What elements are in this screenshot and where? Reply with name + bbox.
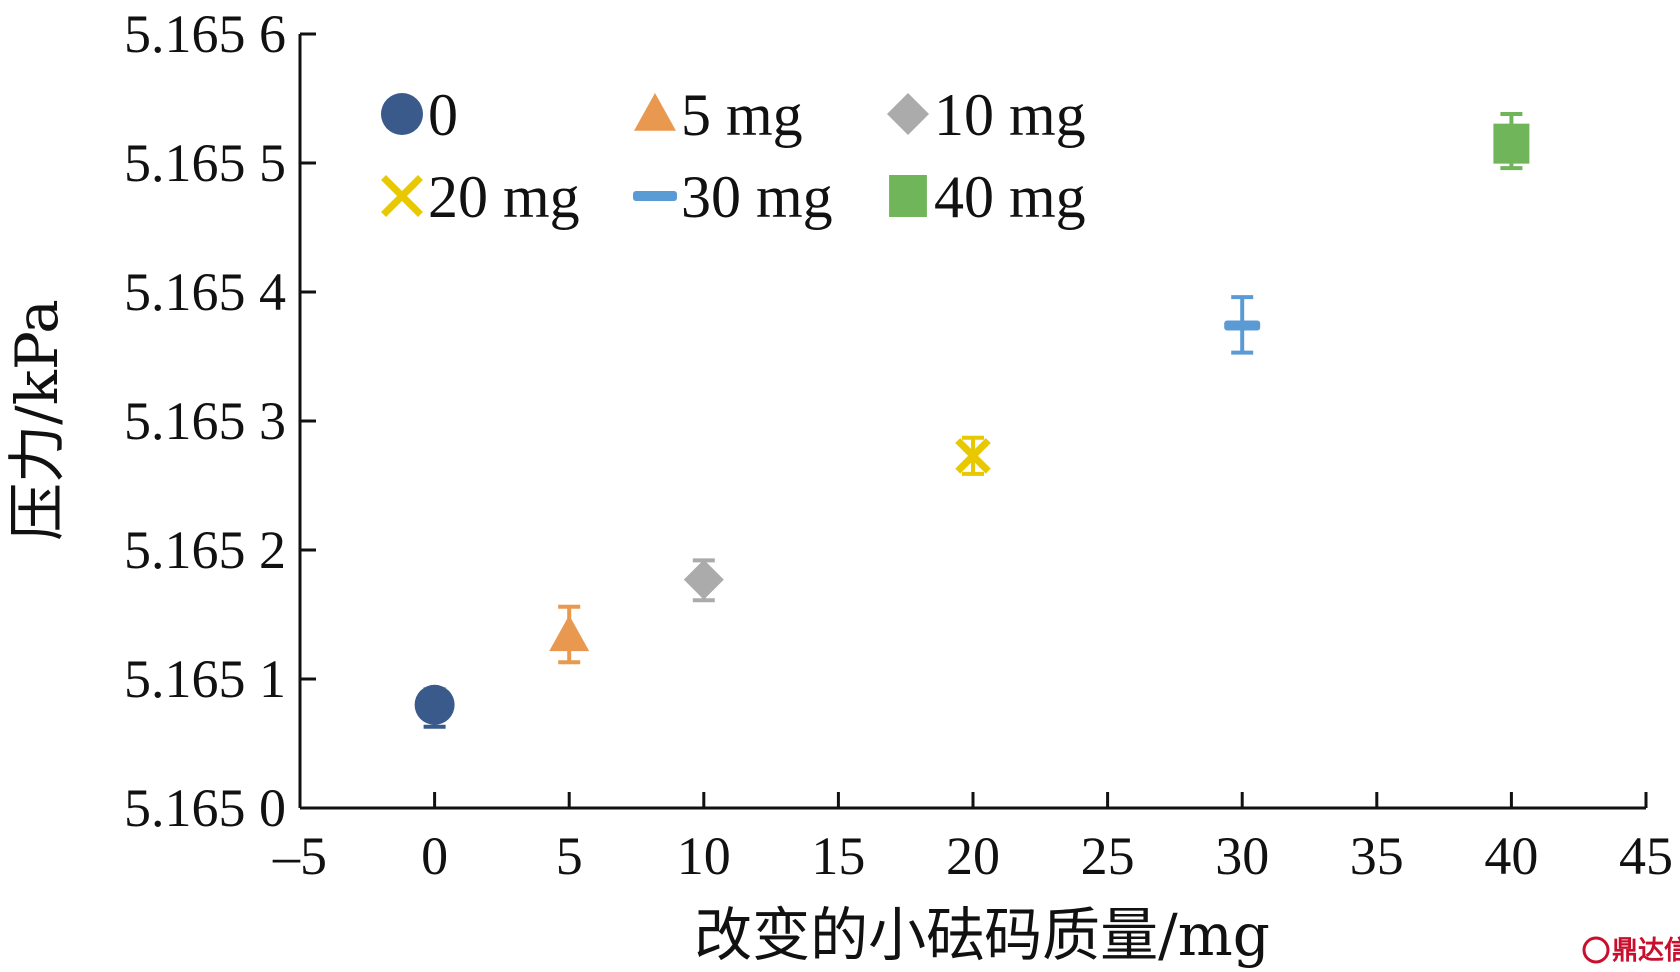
legend-label: 10 mg [934,82,1086,148]
legend-marker [887,93,929,135]
x-tick-label: 0 [421,826,448,886]
data-point-group [683,558,724,603]
legend-label: 5 mg [681,82,803,148]
data-point [549,615,590,652]
legend-label: 20 mg [428,164,580,230]
x-axis-ticks: –5 0 5 10 15 20 25 30 35 40 45 [272,792,1673,886]
x-tick-label: 30 [1215,826,1269,886]
y-axis-ticks: 5.165 0 5.165 1 5.165 2 5.165 3 5.165 4 5.165… [124,4,316,838]
data-point [955,438,991,474]
legend-marker [381,175,423,217]
legend-marker [634,93,676,131]
axes [298,34,1646,810]
x-tick-label: 5 [556,826,583,886]
y-tick-label: 5.165 4 [124,262,286,322]
watermark-logo: 鼎达信 [1582,936,1680,966]
watermark-text: 鼎达信 [1612,936,1680,966]
data-point [1493,123,1530,164]
data-point-group [414,684,455,729]
legend-marker [633,191,677,201]
data-point [1224,320,1261,331]
y-tick-label: 5.165 5 [124,133,286,193]
legend: 0 5 mg 10 mg 20 mg 30 mg 40 mg [381,82,1086,230]
y-tick-label: 5.165 6 [124,4,286,64]
x-tick-label: 35 [1350,826,1404,886]
data-points [414,111,1530,729]
legend-marker [381,93,423,135]
x-tick-label: 10 [677,826,731,886]
x-axis-title: 改变的小砝码质量/mg [694,901,1270,969]
x-tick-label: 40 [1484,826,1538,886]
data-point-group [955,435,991,476]
legend-marker [889,175,927,217]
y-tick-label: 5.165 0 [124,778,286,838]
data-point [414,684,455,725]
x-tick-label: 25 [1081,826,1135,886]
y-tick-label: 5.165 3 [124,391,286,451]
x-tick-label: –5 [272,826,327,886]
x-tick-label: 20 [946,826,1000,886]
legend-label: 0 [428,82,458,148]
data-point-group [1493,111,1530,171]
legend-label: 30 mg [681,164,833,230]
data-point-group [1224,295,1261,355]
data-point [683,559,724,600]
watermark-icon [1582,936,1610,964]
legend-label: 40 mg [934,164,1086,230]
y-tick-label: 5.165 1 [124,649,286,709]
x-tick-label: 15 [811,826,865,886]
y-axis-title: 压力/kPa [3,299,71,541]
data-point-group [549,604,590,665]
x-tick-label: 45 [1619,826,1673,886]
y-tick-label: 5.165 2 [124,520,286,580]
